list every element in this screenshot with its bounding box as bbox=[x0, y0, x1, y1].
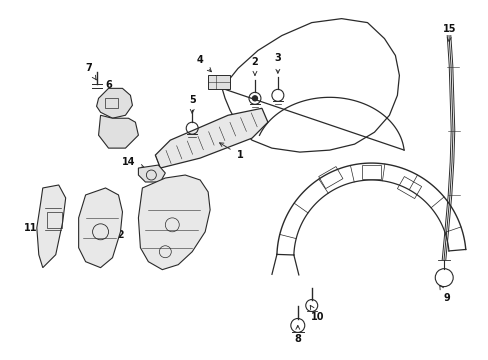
Polygon shape bbox=[79, 188, 122, 268]
Text: 2: 2 bbox=[251, 58, 258, 75]
Bar bbox=[361, 165, 381, 179]
Polygon shape bbox=[155, 108, 267, 168]
Text: 13: 13 bbox=[161, 187, 175, 204]
Text: 9: 9 bbox=[439, 285, 449, 302]
Polygon shape bbox=[138, 175, 210, 270]
Bar bbox=[47, 212, 61, 228]
Polygon shape bbox=[99, 115, 138, 148]
Text: 8: 8 bbox=[294, 325, 301, 345]
Text: 3: 3 bbox=[274, 54, 281, 73]
Text: 14: 14 bbox=[122, 157, 144, 168]
Text: 1: 1 bbox=[219, 143, 243, 160]
Text: 4: 4 bbox=[196, 55, 211, 72]
Text: 12: 12 bbox=[109, 222, 125, 240]
Text: 6: 6 bbox=[105, 80, 115, 98]
Bar bbox=[208, 75, 229, 89]
Bar bbox=[318, 167, 342, 189]
Text: 15: 15 bbox=[442, 24, 455, 41]
Polygon shape bbox=[37, 185, 65, 268]
Bar bbox=[397, 176, 421, 199]
Polygon shape bbox=[138, 165, 165, 182]
Text: 7: 7 bbox=[85, 63, 96, 80]
Circle shape bbox=[252, 96, 257, 101]
Bar bbox=[104, 98, 118, 108]
Text: 5: 5 bbox=[188, 95, 195, 113]
Text: 11: 11 bbox=[24, 223, 45, 233]
Text: 10: 10 bbox=[310, 305, 324, 323]
Polygon shape bbox=[96, 88, 132, 118]
